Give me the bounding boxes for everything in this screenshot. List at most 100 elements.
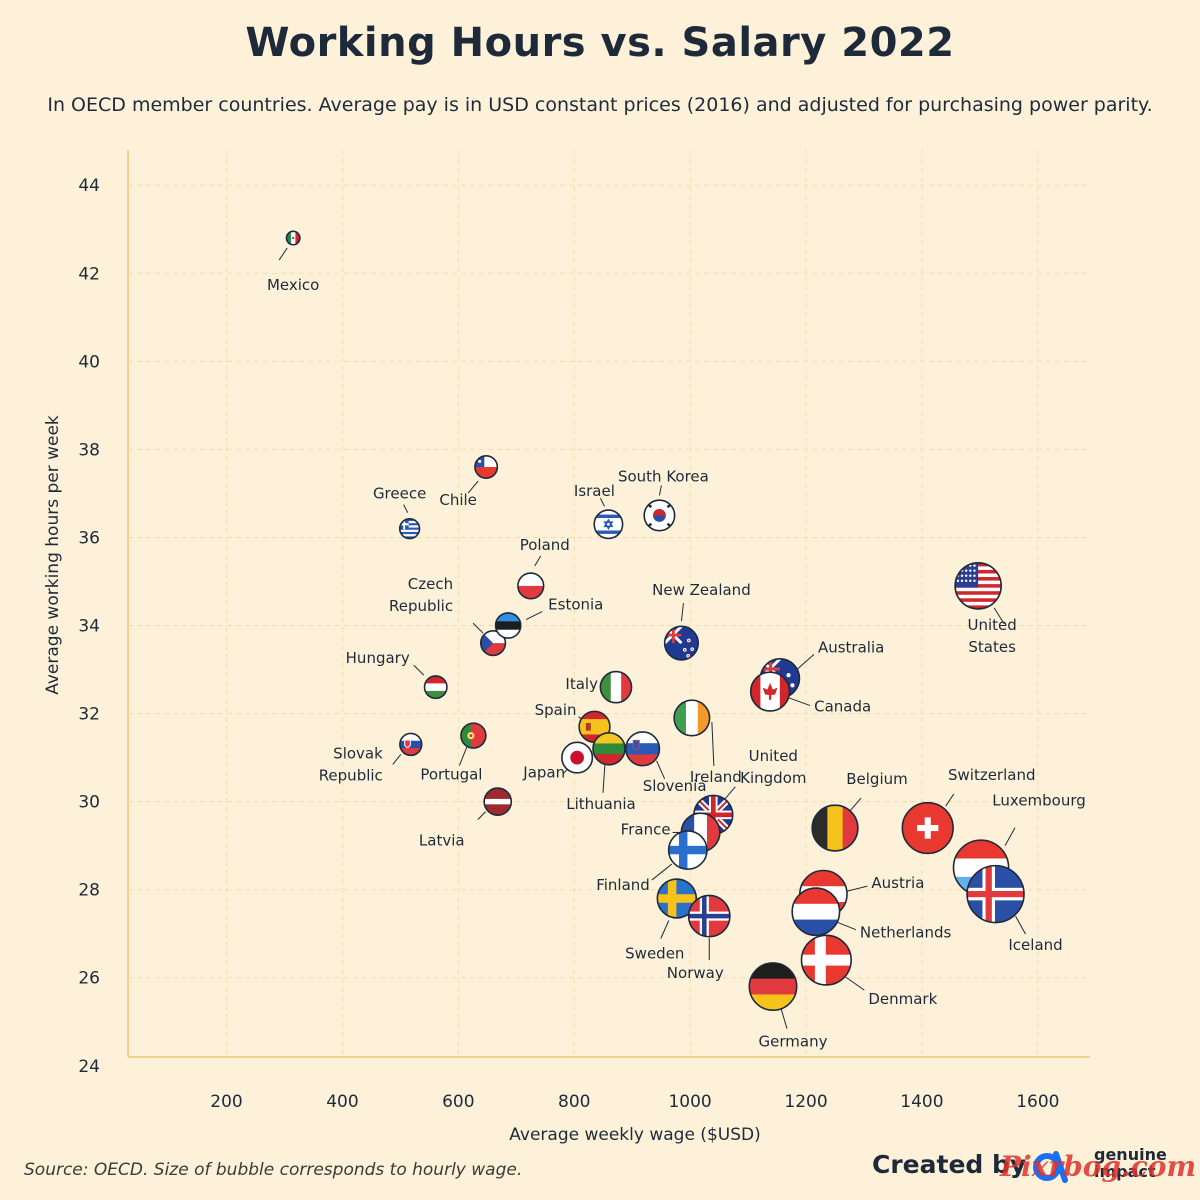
bubble-japan [561,741,594,774]
point-label-lithuania: Lithuania [566,795,635,813]
x-tick-label: 1200 [784,1092,827,1112]
leader-line [472,622,484,634]
point-label-estonia: Estonia [548,596,603,614]
bubble-switzerland [901,801,954,855]
bubble-slovenia [624,731,661,767]
chile-flag-icon [474,455,498,479]
leader-line [711,721,715,766]
point-label-ireland: Ireland [690,768,742,786]
point-label-france: France [621,820,671,838]
leader-line [602,762,606,793]
label-leaders [278,247,1026,1029]
point-label-chile: Chile [439,491,477,509]
x-tick-label: 600 [442,1092,474,1112]
hungary-flag-icon [424,675,447,699]
bubble-italy [599,670,633,704]
point-label-austria: Austria [871,874,924,892]
leader-line [1015,915,1026,935]
y-axis-label: Average working hours per week [43,415,63,695]
point-label-mexico: Mexico [267,276,319,294]
estonia-flag-icon [495,612,521,639]
brand-line-2: impact [1094,1162,1156,1181]
y-tick-label: 36 [78,528,100,548]
leader-line [835,921,857,931]
point-label-greece: Greece [373,485,426,503]
point-label-germany: Germany [759,1033,828,1051]
leader-line [403,504,409,513]
bubble-estonia [494,612,522,639]
bubble-south-korea [643,499,676,532]
watermark: Pixrbog.com [1000,1150,1197,1183]
leader-line [599,498,605,507]
point-label-portugal: Portugal [420,766,482,784]
source-note: Source: OECD. Size of bubble corresponds… [24,1160,523,1180]
bubble-netherlands [791,887,841,937]
bubble-hungary [423,675,448,700]
bubble-new-zealand [663,625,700,661]
point-label-norway: Norway [667,964,724,982]
leader-line [658,485,662,496]
point-label-poland: Poland [520,536,570,554]
y-tick-label: 32 [78,705,100,725]
point-label-iceland: Iceland [1008,936,1062,954]
point-label-czech-republic: Czech Republic [389,575,453,615]
bubble-latvia [483,787,513,816]
spain-flag-icon [579,711,610,743]
slovenia-flag-icon [625,731,660,766]
new-zealand-flag-icon [664,626,699,660]
leader-line [780,1008,788,1029]
y-tick-label: 38 [78,440,100,460]
bubble-norway [687,894,731,938]
leader-line [844,975,865,991]
poland-flag-icon [517,573,544,599]
slovak-republic-flag-icon [399,733,422,756]
grid [128,150,1090,1057]
chart-title: Working Hours vs. Salary 2022 [245,20,955,66]
y-tick-label: 30 [78,793,100,813]
chart-subtitle: In OECD member countries. Average pay is… [47,94,1153,116]
denmark-flag-icon [801,935,852,985]
point-label-south-korea: South Korea [618,467,709,485]
point-label-new-zealand: New Zealand [652,581,751,599]
leader-line [534,555,542,567]
finland-flag-icon [668,830,707,870]
bubble-canada [749,671,791,712]
leader-line [477,811,487,820]
point-label-italy: Italy [565,675,598,693]
iceland-flag-icon [967,865,1025,923]
point-label-australia: Australia [818,638,884,656]
y-tick-label: 40 [78,352,100,372]
leader-line [656,760,666,779]
united-kingdom-flag-icon [693,795,733,835]
x-tick-label: 1600 [1016,1092,1059,1112]
bubble-finland [667,830,708,871]
leader-line [467,480,479,494]
leader-line [795,653,815,671]
greece-flag-icon [399,518,420,539]
bubble-iceland [966,864,1025,924]
leader-line [413,664,425,676]
point-label-belgium: Belgium [846,770,908,788]
brand-name: genuine impact [1094,1146,1167,1180]
bubble-slovak-republic [399,732,423,757]
point-label-netherlands: Netherlands [860,924,952,942]
italy-flag-icon [600,671,632,703]
leader-line [993,607,1005,625]
switzerland-flag-icon [902,802,954,854]
point-label-hungary: Hungary [346,649,410,667]
y-tick-label: 24 [78,1057,100,1077]
bubble-poland [517,572,545,600]
bubble-lithuania [592,732,626,766]
x-tick-label: 1000 [668,1092,711,1112]
point-label-slovak-republic: Slovak Republic [319,744,383,784]
brand-line-1: genuine [1094,1145,1167,1164]
leader-line [680,603,684,622]
created-by-label: Created by [872,1150,1027,1179]
bubble-chile [474,454,499,480]
axes: 200 400 600 800 1000 1200 1400 1600 24 26 28 30 32 34… [78,150,1090,1112]
leader-line [651,863,673,881]
bubble-united-kingdom [693,794,734,836]
norway-flag-icon [688,895,730,937]
